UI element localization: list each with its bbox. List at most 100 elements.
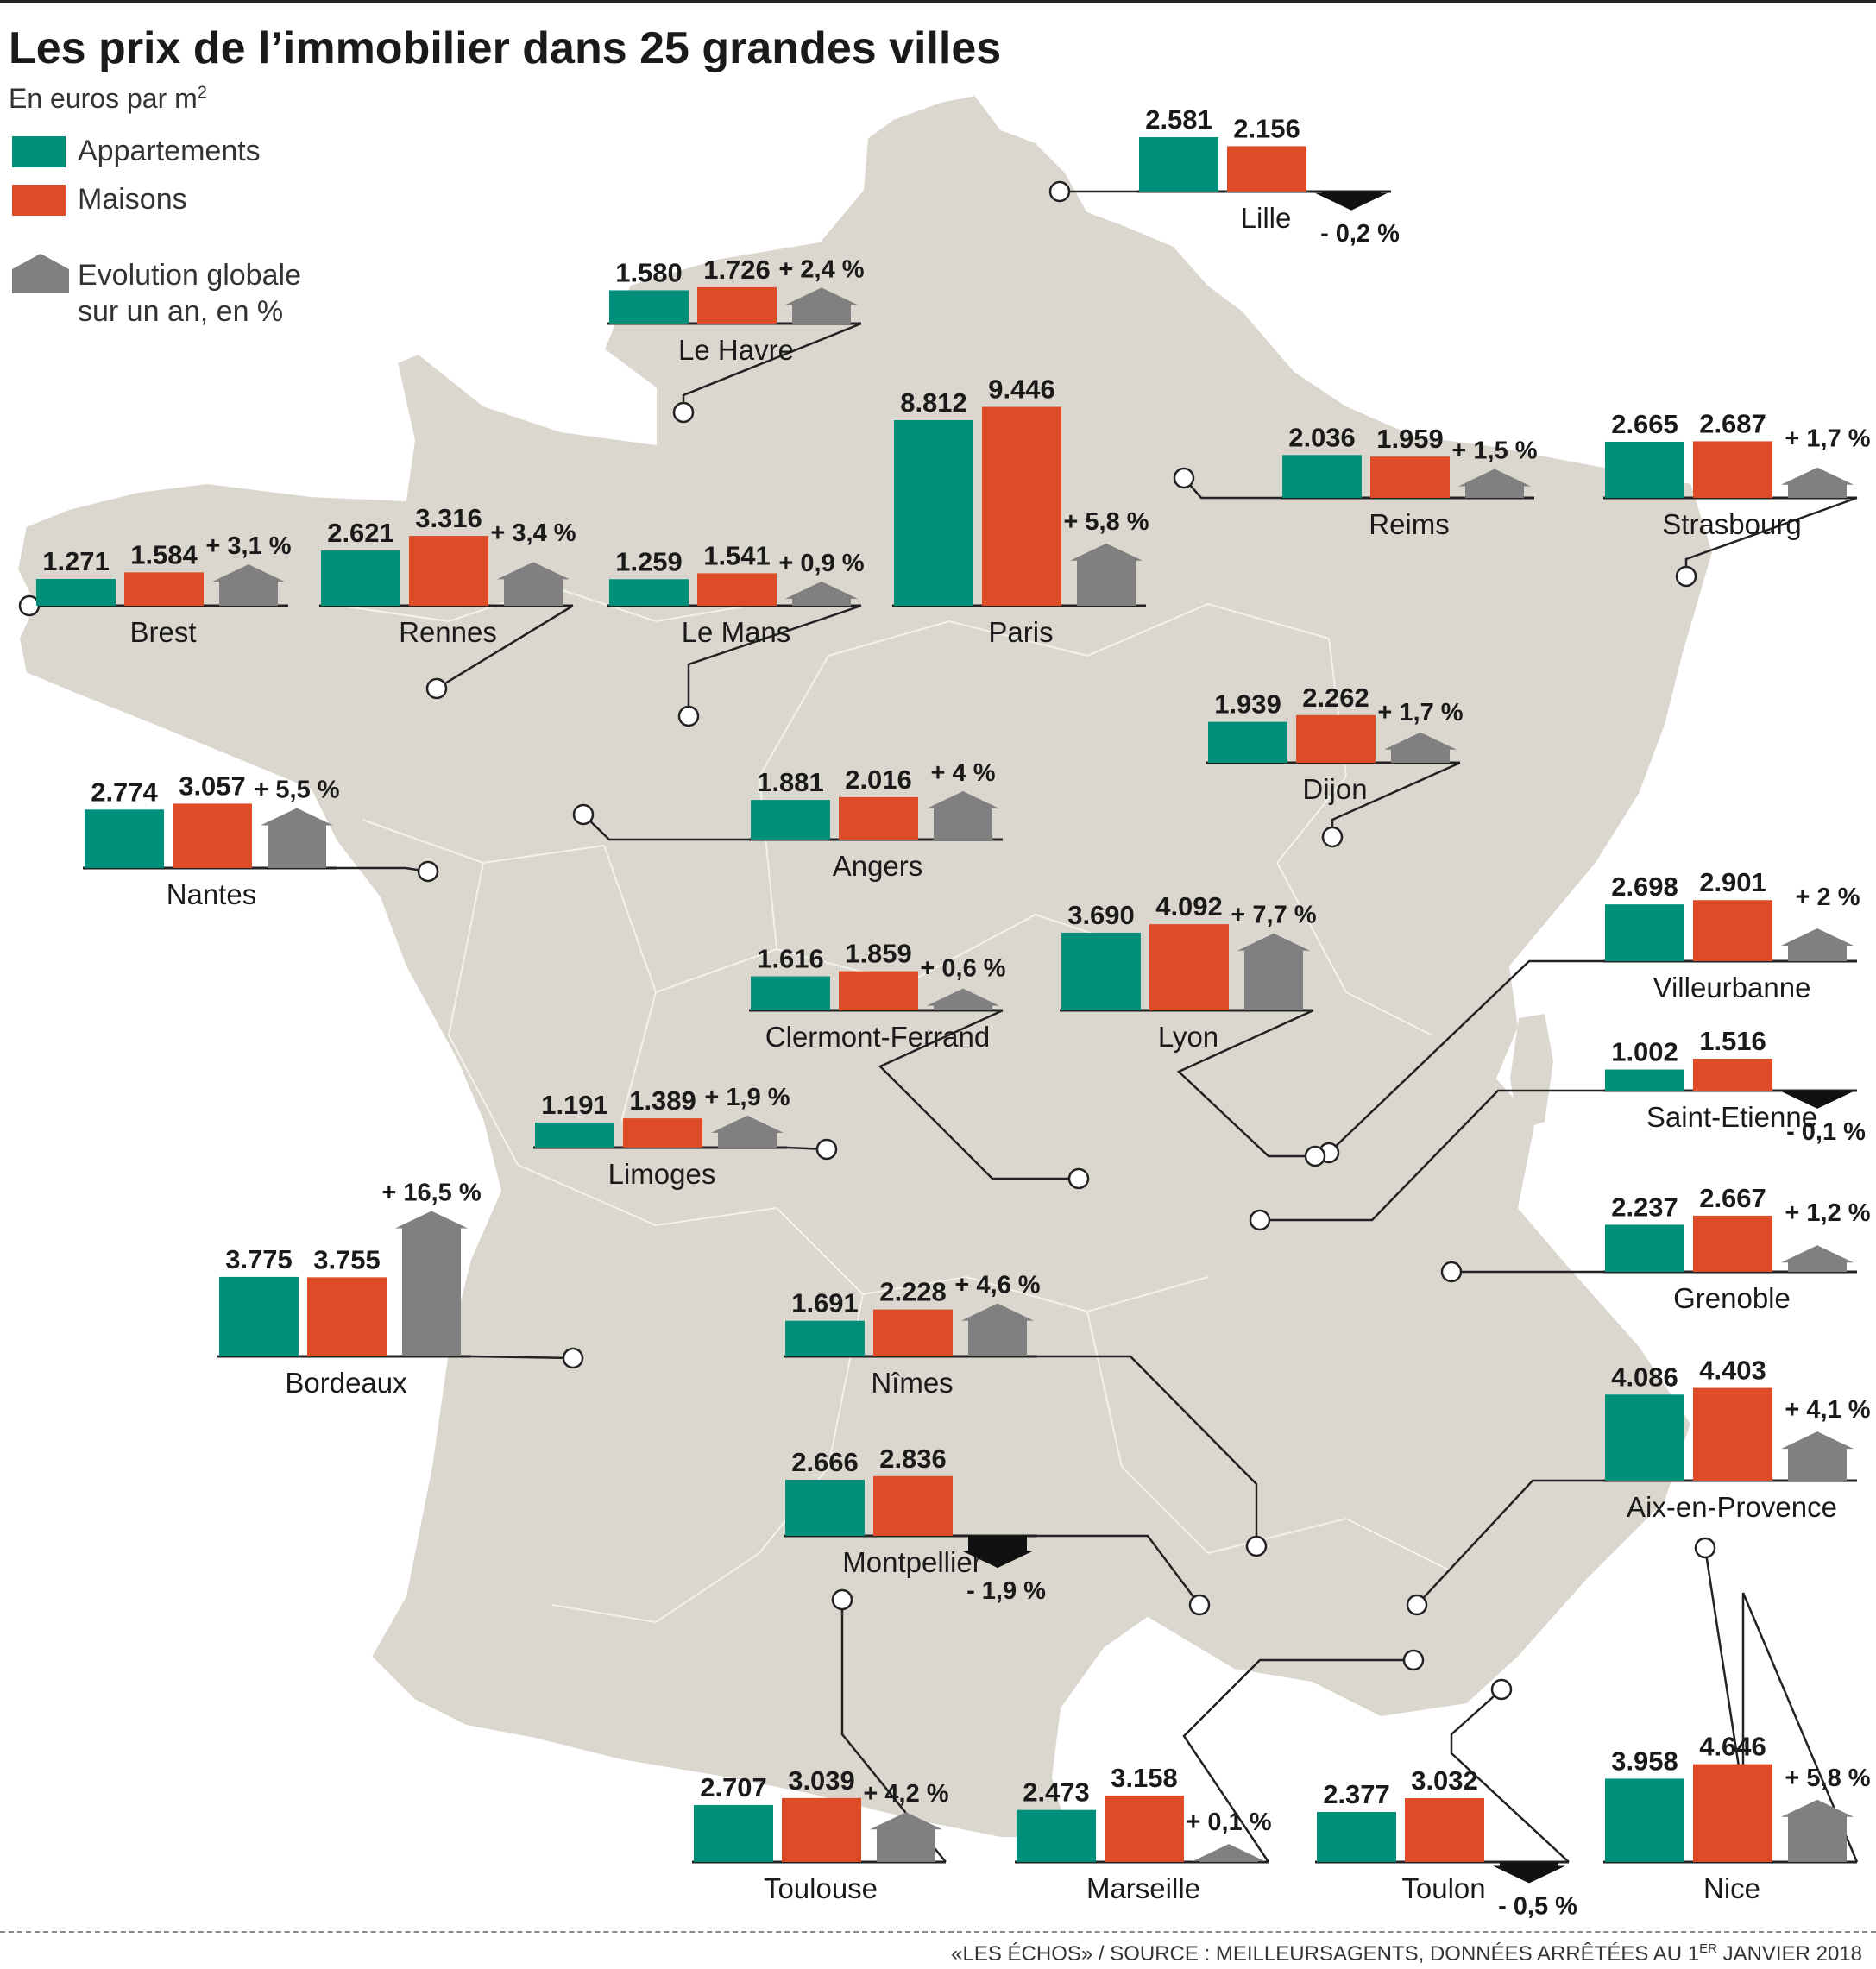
city-chart-limoges: 1.191 1.389 + 1,9 % Limoges (533, 1084, 838, 1190)
bar-maisons-montpellier (873, 1475, 953, 1536)
arrow-evolution-marseille (1193, 1844, 1265, 1862)
bar-appartements-paris (894, 419, 973, 606)
city-name-strasbourg: Strasbourg (1662, 508, 1801, 540)
label-appartements-reims: 2.036 (1288, 422, 1356, 452)
bar-appartements-nimes (785, 1320, 865, 1356)
city-chart-grenoble: 2.237 2.667 + 1,2 % Grenoble (1440, 1183, 1871, 1314)
label-evolution-limoges: + 1,9 % (704, 1084, 790, 1111)
arrow-evolution-angers (927, 791, 999, 840)
bar-appartements-angers (751, 800, 830, 840)
bar-appartements-dijon (1208, 721, 1287, 763)
legend-maisons: Maisons (12, 183, 288, 217)
label-evolution-toulouse: + 4,2 % (863, 1780, 948, 1808)
city-chart-lyon: 3.690 4.092 + 7,7 % Lyon (1060, 891, 1326, 1167)
label-evolution-paris: + 5,8 % (1063, 508, 1149, 536)
leader-line-montpellier (1037, 1534, 1200, 1606)
bar-appartements-le-havre (609, 290, 689, 324)
label-evolution-villeurbanne: + 2 % (1796, 884, 1860, 911)
city-name-saint-etienne: Saint-Etienne (1646, 1101, 1817, 1133)
label-maisons-nice: 4.646 (1699, 1732, 1766, 1762)
label-appartements-aix-en-provence: 4.086 (1611, 1362, 1678, 1392)
bar-maisons-angers (839, 796, 918, 840)
bar-maisons-nimes (873, 1309, 953, 1356)
label-maisons-bordeaux: 3.755 (313, 1244, 381, 1274)
bar-maisons-clermont-ferrand (839, 971, 918, 1010)
label-appartements-strasbourg: 2.665 (1611, 409, 1678, 439)
label-maisons-villeurbanne: 2.901 (1699, 867, 1766, 897)
label-appartements-brest: 1.271 (42, 546, 110, 576)
top-rule (0, 0, 1876, 3)
label-appartements-toulon: 2.377 (1323, 1779, 1390, 1809)
city-chart-strasbourg: 2.665 2.687 + 1,7 % Strasbourg (1603, 408, 1871, 588)
city-chart-paris: 8.812 9.446 + 5,8 % Paris (892, 374, 1149, 648)
bar-appartements-lyon (1061, 932, 1141, 1010)
city-marker-montpellier (1188, 1594, 1211, 1616)
bar-appartements-nice (1605, 1778, 1684, 1862)
bar-maisons-grenoble (1693, 1215, 1772, 1272)
arrow-evolution-toulon (1493, 1862, 1565, 1884)
label-evolution-nantes: + 5,5 % (254, 777, 339, 804)
city-marker-strasbourg (1675, 565, 1697, 588)
bar-appartements-grenoble (1605, 1224, 1684, 1272)
city-chart-nantes: 2.774 3.057 + 5,5 % Nantes (83, 771, 439, 910)
label-appartements-limoges: 1.191 (541, 1090, 608, 1120)
label-appartements-nice: 3.958 (1611, 1746, 1678, 1776)
label-appartements-nimes: 1.691 (791, 1288, 859, 1318)
bar-maisons-aix-en-provence (1693, 1387, 1772, 1481)
city-name-nantes: Nantes (167, 878, 257, 910)
city-chart-clermont-ferrand: 1.616 1.859 + 0,6 % Clermont-Ferrand (749, 939, 1090, 1190)
bar-appartements-strasbourg (1605, 441, 1684, 498)
label-maisons-brest: 1.584 (130, 539, 198, 569)
label-evolution-montpellier: - 1,9 % (966, 1577, 1046, 1605)
city-marker-toulouse (831, 1588, 853, 1611)
bar-maisons-dijon (1296, 714, 1376, 763)
leader-line-nice (1703, 1547, 1859, 1863)
bar-maisons-le-mans (697, 573, 777, 606)
label-maisons-saint-etienne: 1.516 (1699, 1026, 1766, 1056)
label-maisons-paris: 9.446 (988, 374, 1055, 405)
label-maisons-toulouse: 3.039 (788, 1765, 855, 1796)
bar-appartements-montpellier (785, 1479, 865, 1536)
label-evolution-clermont-ferrand: + 0,6 % (920, 955, 1005, 983)
city-chart-le-mans: 1.259 1.541 + 0,9 % Le Mans (607, 540, 865, 727)
city-marker-toulon (1490, 1678, 1513, 1701)
city-chart-angers: 1.881 2.016 + 4 % Angers (572, 759, 1003, 882)
label-evolution-marseille: + 0,1 % (1186, 1809, 1271, 1836)
bar-appartements-reims (1282, 455, 1362, 498)
city-name-grenoble: Grenoble (1673, 1282, 1791, 1314)
bar-appartements-toulouse (694, 1804, 773, 1862)
legend-label-appartements: Appartements (78, 135, 261, 167)
bar-maisons-toulouse (782, 1797, 861, 1862)
city-chart-dijon: 1.939 2.262 + 1,7 % Dijon (1206, 683, 1464, 848)
arrow-evolution-limoges (711, 1115, 784, 1148)
city-chart-toulon: 2.377 3.032 - 0,5 % Toulon (1315, 1678, 1577, 1921)
label-evolution-bordeaux: + 16,5 % (381, 1180, 481, 1207)
arrow-evolution-lyon (1237, 933, 1310, 1010)
label-maisons-le-havre: 1.726 (703, 255, 771, 285)
city-name-reims: Reims (1369, 508, 1450, 540)
arrow-evolution-nimes (961, 1303, 1034, 1356)
city-chart-saint-etienne: 1.002 1.516 - 0,1 %Saint-Etienne (1249, 1026, 1866, 1231)
subtitle-text: En euros par m (9, 83, 198, 114)
city-chart-marseille: 2.473 3.158 + 0,1 % Marseille (1015, 1649, 1425, 1904)
arrow-evolution-grenoble (1781, 1245, 1854, 1272)
page-title: Les prix de l’immobilier dans 25 grandes… (9, 23, 1002, 73)
bar-maisons-le-havre (697, 286, 777, 324)
city-marker-saint-etienne (1249, 1209, 1271, 1231)
leader-line-bordeaux (470, 1355, 574, 1360)
label-evolution-lyon: + 7,7 % (1231, 902, 1316, 929)
arrow-evolution-reims (1458, 469, 1531, 498)
arrow-evolution-rennes (497, 562, 570, 606)
city-name-marseille: Marseille (1086, 1872, 1200, 1904)
city-marker-limoges (815, 1138, 838, 1161)
city-name-montpellier: Montpellier (842, 1546, 981, 1578)
arrow-evolution-brest (212, 564, 285, 606)
arrow-evolution-villeurbanne (1781, 928, 1854, 961)
label-appartements-bordeaux: 3.775 (225, 1244, 293, 1274)
city-marker-rennes (425, 677, 448, 700)
city-name-dijon: Dijon (1302, 773, 1367, 805)
city-marker-nantes (417, 860, 439, 883)
label-evolution-brest: + 3,1 % (205, 532, 291, 560)
city-name-brest: Brest (129, 616, 196, 648)
label-appartements-grenoble: 2.237 (1611, 1192, 1678, 1222)
